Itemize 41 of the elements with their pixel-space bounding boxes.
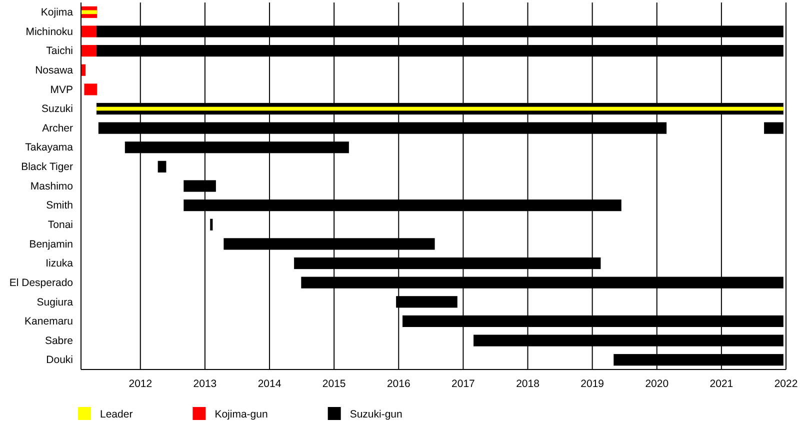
bar bbox=[81, 26, 96, 38]
bar bbox=[96, 106, 784, 111]
bar bbox=[81, 44, 96, 57]
y-tick-label: Nosawa bbox=[35, 64, 74, 76]
y-tick-label: Michinoku bbox=[26, 26, 74, 38]
bar bbox=[84, 84, 98, 96]
x-tick-label: 2020 bbox=[645, 378, 669, 390]
x-tick-label: 2022 bbox=[774, 378, 798, 390]
x-tick-label: 2013 bbox=[193, 378, 217, 390]
bar bbox=[81, 10, 98, 14]
x-tick-label: 2017 bbox=[452, 378, 476, 390]
legend-label: Suzuki-gun bbox=[350, 408, 403, 420]
y-tick-label: Kanemaru bbox=[24, 316, 74, 328]
y-tick-label: Tonai bbox=[48, 218, 73, 231]
y-tick-label: Kojima bbox=[40, 6, 74, 19]
y-tick-label: Smith bbox=[46, 200, 74, 212]
y-tick-label: Archer bbox=[42, 122, 74, 134]
legend-label: Leader bbox=[100, 408, 134, 420]
legend-label: Kojima-gun bbox=[214, 408, 268, 420]
y-tick-label: Black Tiger bbox=[21, 161, 74, 174]
y-tick-label: El Desperado bbox=[9, 276, 74, 289]
x-tick-label: 2019 bbox=[580, 378, 604, 390]
y-tick-label: Taichi bbox=[46, 45, 73, 58]
bar bbox=[210, 218, 213, 230]
y-tick-label: Sugiura bbox=[36, 296, 74, 308]
x-tick-label: 2012 bbox=[128, 378, 152, 390]
y-tick-label: Takayama bbox=[25, 142, 74, 154]
bar bbox=[158, 160, 166, 172]
x-tick-label: 2018 bbox=[516, 378, 540, 390]
bar bbox=[764, 122, 784, 134]
y-tick-label: MVP bbox=[50, 84, 73, 96]
y-tick-label: Suzuki bbox=[41, 103, 73, 116]
x-tick-label: 2021 bbox=[710, 378, 734, 390]
x-tick-label: 2015 bbox=[322, 378, 346, 390]
x-tick-label: 2016 bbox=[386, 378, 410, 390]
y-tick-label: Mashimo bbox=[30, 180, 74, 192]
y-tick-label: Douki bbox=[46, 354, 73, 366]
y-tick-label: Sabre bbox=[44, 334, 74, 347]
x-tick-label: 2014 bbox=[258, 378, 282, 390]
y-tick-label: Iizuka bbox=[46, 258, 74, 270]
y-tick-label: Benjamin bbox=[29, 238, 74, 250]
